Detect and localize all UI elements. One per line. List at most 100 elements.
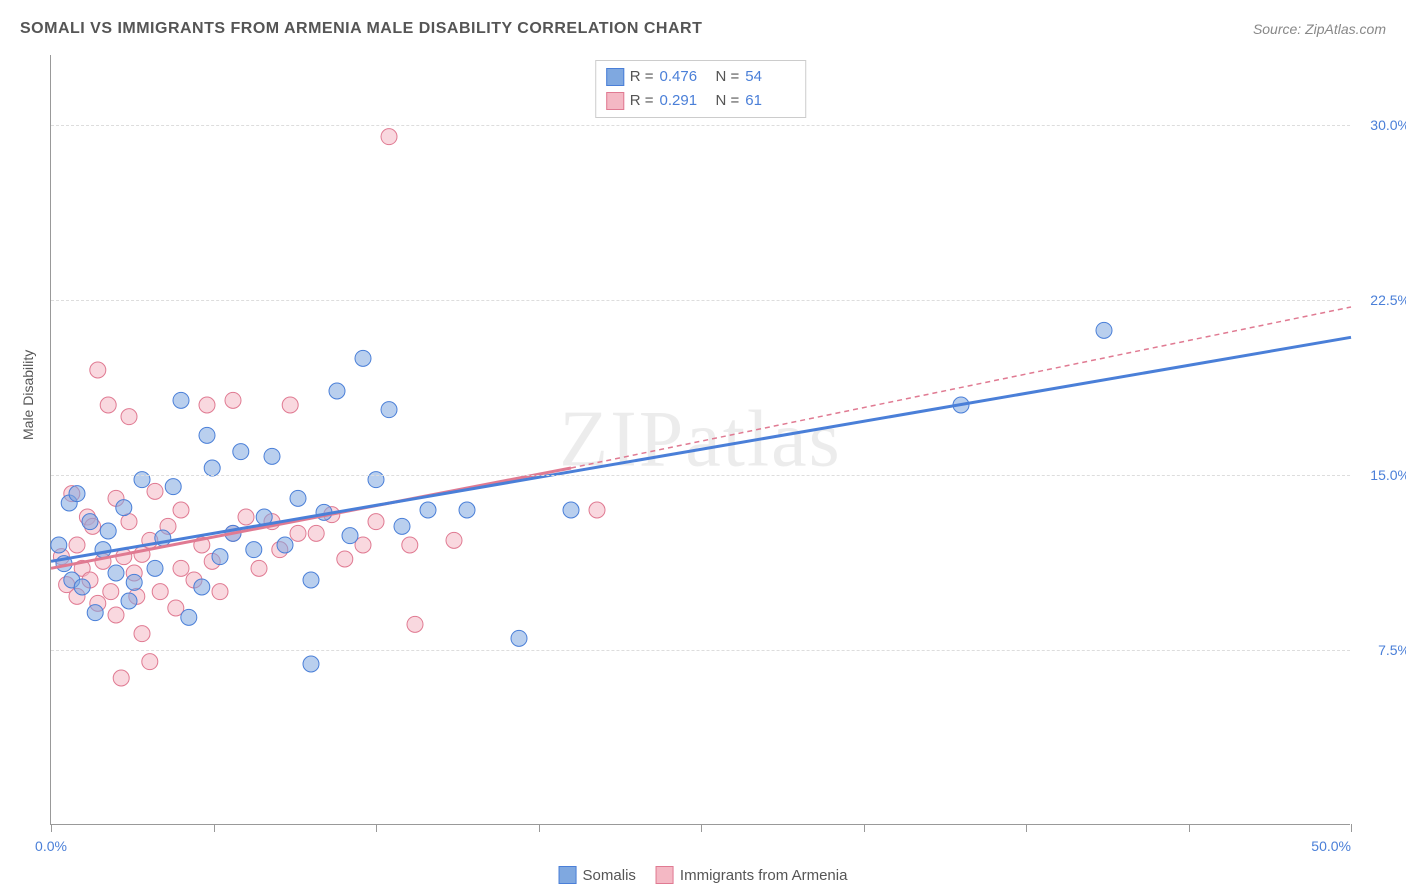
x-tick-label: 50.0%: [1311, 838, 1351, 854]
n-value-1: 54: [745, 65, 795, 89]
r-label: R =: [630, 89, 654, 113]
data-point: [303, 656, 319, 672]
legend-label-1: Somalis: [583, 867, 636, 884]
data-point: [251, 560, 267, 576]
n-label: N =: [716, 65, 740, 89]
data-point: [337, 551, 353, 567]
n-value-2: 61: [745, 89, 795, 113]
data-point: [212, 549, 228, 565]
n-label: N =: [716, 89, 740, 113]
stats-row-series-2: R = 0.291 N = 61: [606, 89, 796, 113]
data-point: [381, 129, 397, 145]
data-point: [82, 514, 98, 530]
gridline: [51, 475, 1350, 476]
data-point: [225, 392, 241, 408]
legend-label-2: Immigrants from Armenia: [680, 867, 848, 884]
data-point: [563, 502, 579, 518]
x-tick: [376, 824, 377, 832]
data-point: [108, 607, 124, 623]
data-point: [126, 574, 142, 590]
swatch-series-1: [606, 68, 624, 86]
data-point: [402, 537, 418, 553]
x-tick: [701, 824, 702, 832]
y-axis-label: Male Disability: [20, 350, 36, 440]
data-point: [407, 616, 423, 632]
data-point: [173, 502, 189, 518]
data-point: [308, 525, 324, 541]
data-point: [368, 514, 384, 530]
trend-line: [571, 307, 1351, 468]
data-point: [303, 572, 319, 588]
data-point: [147, 483, 163, 499]
data-point: [233, 444, 249, 460]
data-point: [204, 460, 220, 476]
x-tick: [864, 824, 865, 832]
swatch-series-1-icon: [559, 866, 577, 884]
y-tick-label: 15.0%: [1370, 467, 1406, 483]
r-value-2: 0.291: [660, 89, 710, 113]
gridline: [51, 300, 1350, 301]
stats-row-series-1: R = 0.476 N = 54: [606, 65, 796, 89]
data-point: [459, 502, 475, 518]
data-point: [199, 397, 215, 413]
data-point: [1096, 322, 1112, 338]
data-point: [355, 350, 371, 366]
data-point: [282, 397, 298, 413]
data-point: [446, 532, 462, 548]
scatter-plot: [51, 55, 1350, 824]
source-label: Source: ZipAtlas.com: [1253, 21, 1386, 37]
chart-title: SOMALI VS IMMIGRANTS FROM ARMENIA MALE D…: [20, 20, 702, 38]
x-tick-label: 0.0%: [35, 838, 67, 854]
data-point: [51, 537, 67, 553]
data-point: [100, 523, 116, 539]
x-tick: [51, 824, 52, 832]
data-point: [342, 528, 358, 544]
y-tick-label: 7.5%: [1378, 642, 1406, 658]
swatch-series-2: [606, 92, 624, 110]
stats-legend: R = 0.476 N = 54 R = 0.291 N = 61: [595, 60, 807, 118]
data-point: [95, 542, 111, 558]
data-point: [194, 579, 210, 595]
r-value-1: 0.476: [660, 65, 710, 89]
bottom-legend: Somalis Immigrants from Armenia: [559, 866, 848, 884]
data-point: [87, 605, 103, 621]
data-point: [165, 479, 181, 495]
data-point: [134, 626, 150, 642]
legend-item-2: Immigrants from Armenia: [656, 866, 848, 884]
data-point: [181, 609, 197, 625]
data-point: [212, 584, 228, 600]
gridline: [51, 650, 1350, 651]
data-point: [103, 584, 119, 600]
r-label: R =: [630, 65, 654, 89]
x-tick: [1189, 824, 1190, 832]
header: SOMALI VS IMMIGRANTS FROM ARMENIA MALE D…: [20, 20, 1386, 38]
chart-area: ZIPatlas R = 0.476 N = 54 R = 0.291 N = …: [50, 55, 1350, 825]
data-point: [290, 490, 306, 506]
x-tick: [1351, 824, 1352, 832]
data-point: [152, 584, 168, 600]
data-point: [420, 502, 436, 518]
data-point: [113, 670, 129, 686]
data-point: [116, 500, 132, 516]
data-point: [173, 560, 189, 576]
data-point: [246, 542, 262, 558]
data-point: [329, 383, 345, 399]
data-point: [90, 362, 106, 378]
data-point: [589, 502, 605, 518]
swatch-series-2-icon: [656, 866, 674, 884]
data-point: [108, 565, 124, 581]
data-point: [199, 427, 215, 443]
gridline: [51, 125, 1350, 126]
data-point: [74, 579, 90, 595]
data-point: [69, 537, 85, 553]
data-point: [394, 518, 410, 534]
data-point: [69, 486, 85, 502]
data-point: [100, 397, 116, 413]
data-point: [290, 525, 306, 541]
x-tick: [214, 824, 215, 832]
data-point: [147, 560, 163, 576]
data-point: [277, 537, 293, 553]
data-point: [511, 630, 527, 646]
x-tick: [539, 824, 540, 832]
x-tick: [1026, 824, 1027, 832]
